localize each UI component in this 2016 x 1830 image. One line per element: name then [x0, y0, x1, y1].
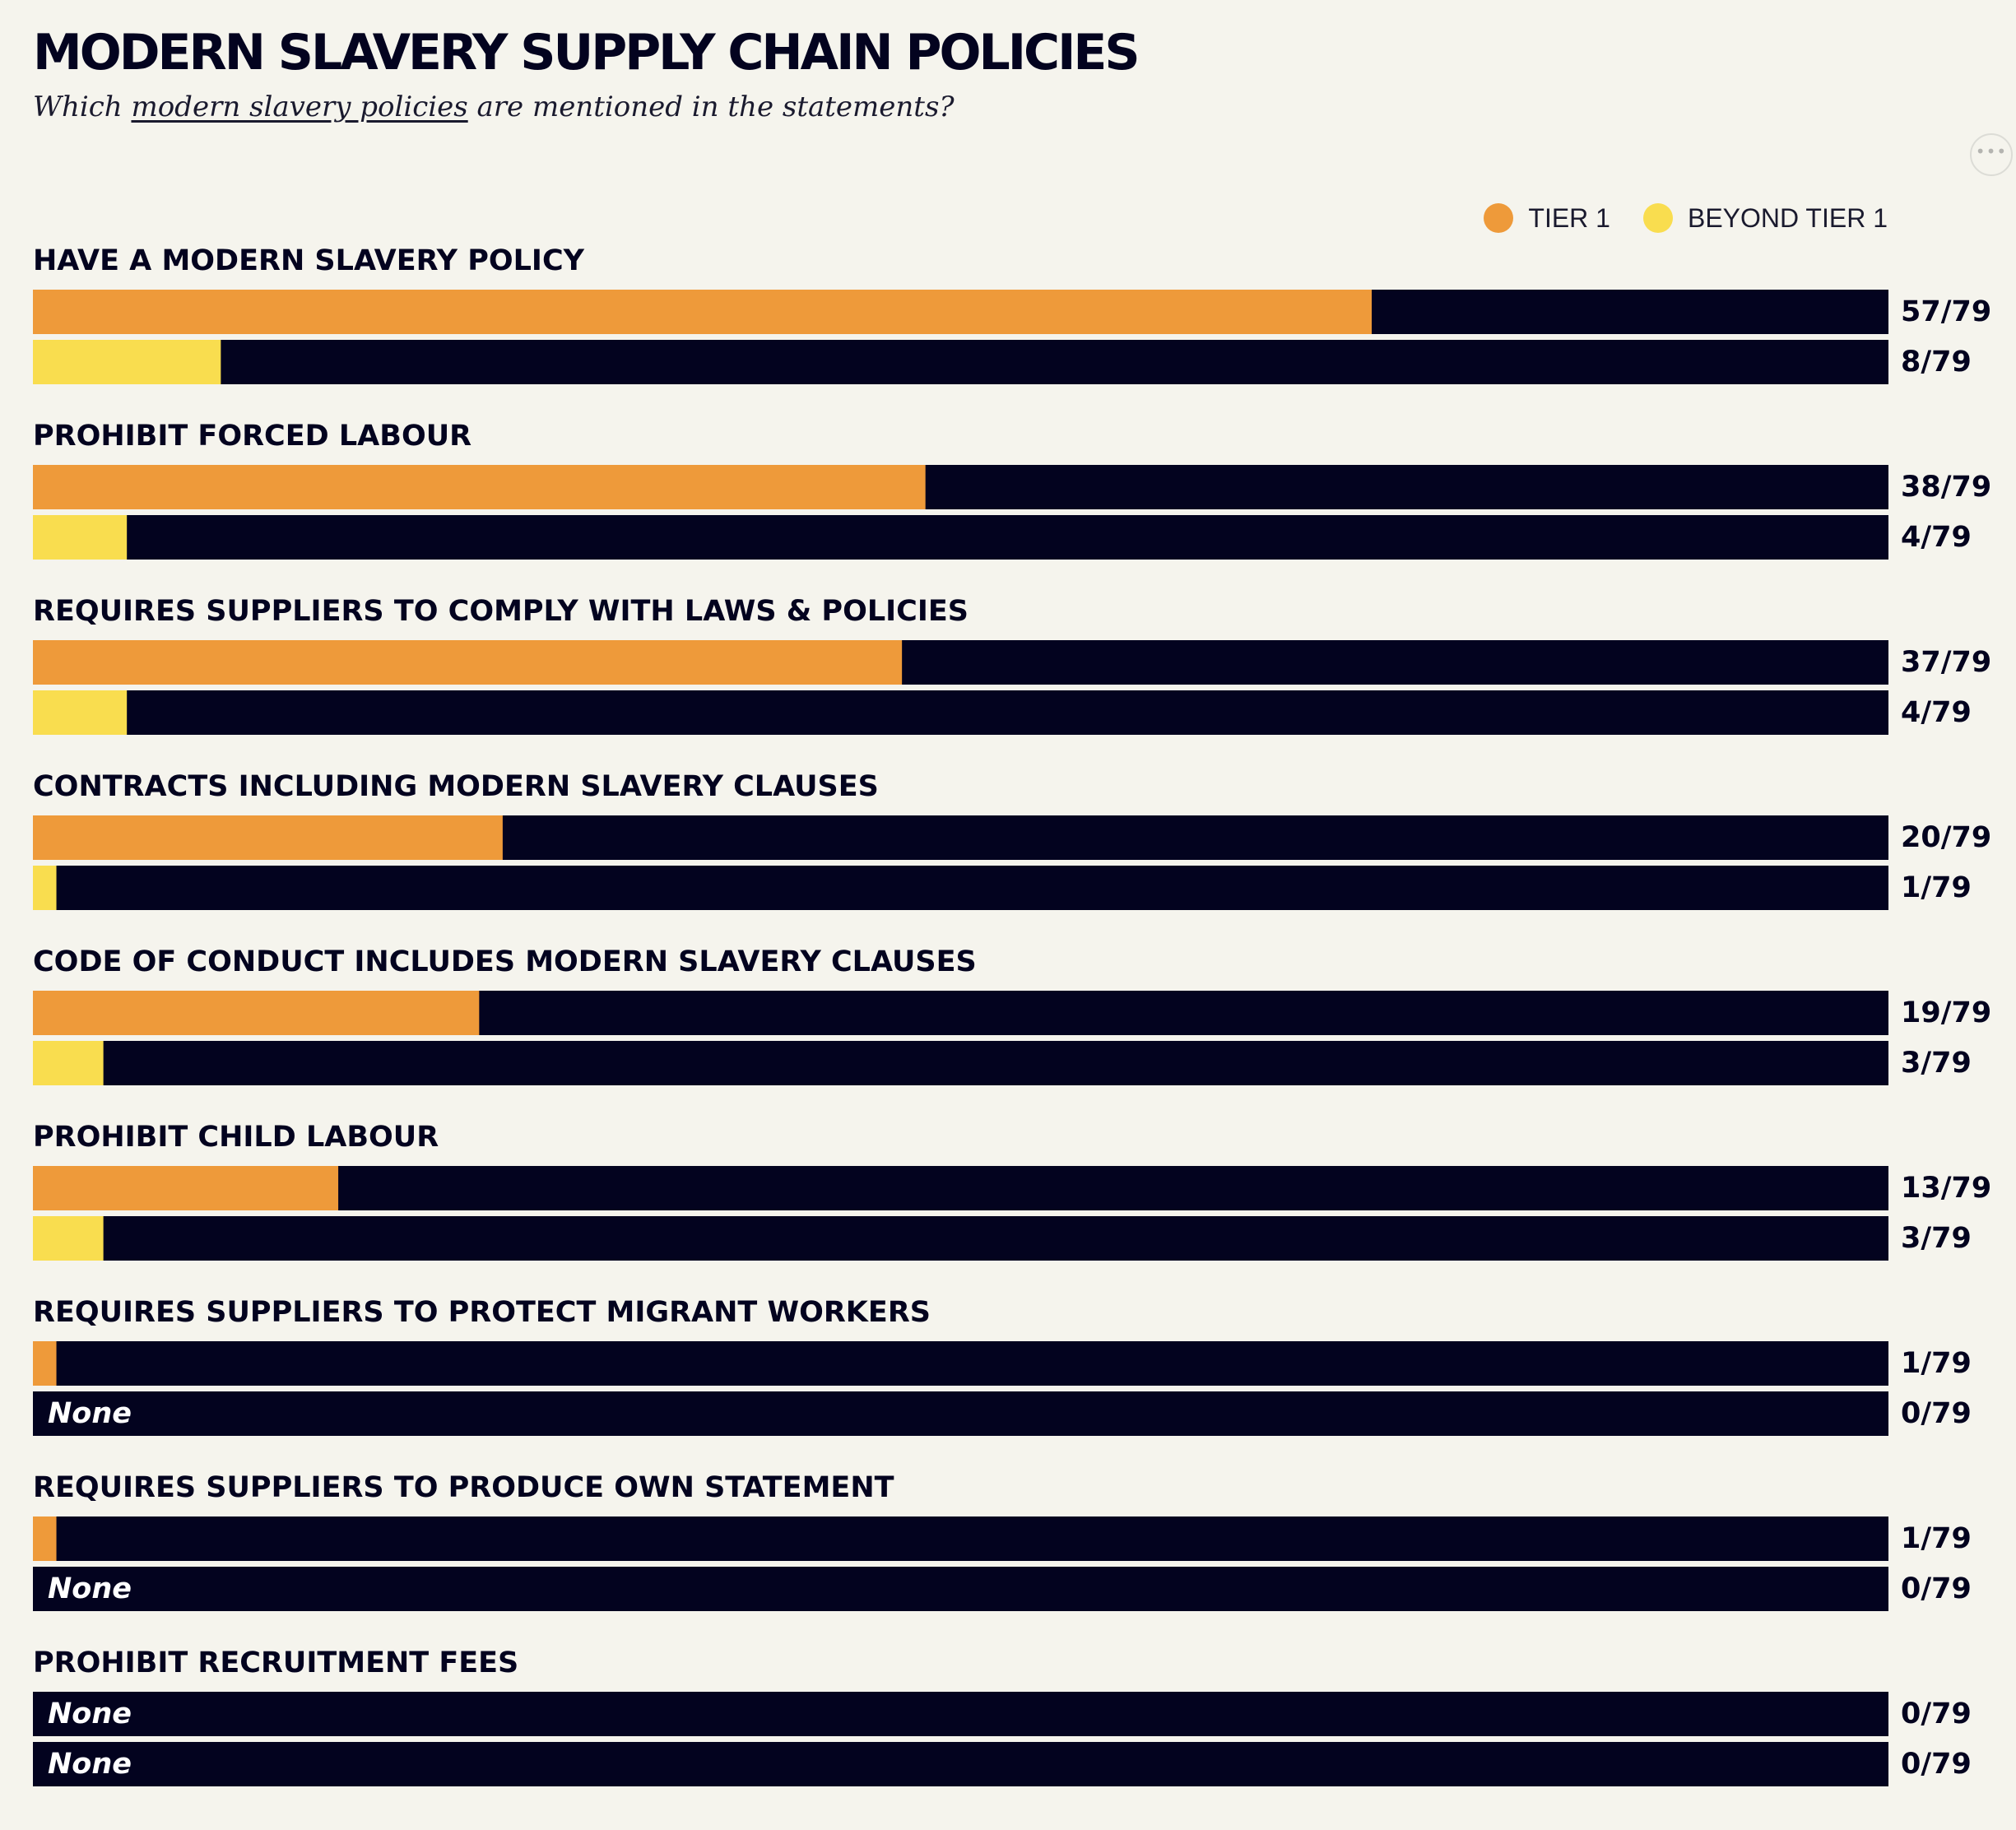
category-label: REQUIRES SUPPLIERS TO COMPLY WITH LAWS &… [33, 595, 969, 628]
legend-label-tier-1: TIER 1 [1528, 202, 1610, 233]
bar-beyond-tier-1 [33, 1216, 104, 1261]
value-label: 3/79 [1901, 1222, 1972, 1255]
legend-swatch-beyond-tier-1 [1642, 203, 1673, 233]
bar-beyond-tier-1 [33, 515, 128, 560]
value-label: 37/79 [1901, 646, 1991, 679]
subtitle-prefix: Which [33, 91, 132, 123]
none-label: None [48, 1397, 132, 1430]
bar-track [33, 690, 1888, 735]
subtitle-suffix: are mentioned in the statements? [467, 91, 955, 123]
bar-track [33, 1341, 1888, 1386]
more-options-button[interactable]: ••• [1970, 133, 2013, 176]
bar-track [33, 515, 1888, 560]
category-label: REQUIRES SUPPLIERS TO PRODUCE OWN STATEM… [33, 1471, 894, 1504]
legend: TIER 1 BEYOND TIER 1 [1451, 197, 1888, 239]
value-label: 8/79 [1901, 346, 1972, 379]
bar-track [33, 1516, 1888, 1561]
legend-swatch-tier-1 [1484, 203, 1514, 233]
value-label: 0/79 [1901, 1572, 1972, 1605]
value-label: 0/79 [1901, 1397, 1972, 1430]
bar-track [33, 1742, 1888, 1786]
bar-tier-1 [33, 465, 926, 509]
more-horizontal-icon: ••• [1975, 142, 2008, 161]
value-label: 13/79 [1901, 1172, 1991, 1205]
bar-track [33, 1567, 1888, 1611]
category-label: PROHIBIT FORCED LABOUR [33, 420, 471, 453]
value-label: 20/79 [1901, 821, 1991, 854]
bar-tier-1 [33, 640, 903, 685]
bar-track [33, 1692, 1888, 1736]
value-label: 4/79 [1901, 696, 1972, 729]
bar-track [33, 1216, 1888, 1261]
legend-item-tier-1: TIER 1 [1484, 203, 1610, 234]
category-label: PROHIBIT CHILD LABOUR [33, 1121, 439, 1154]
value-label: 0/79 [1901, 1748, 1972, 1781]
modern-slavery-policies-link[interactable]: modern slavery policies [131, 91, 468, 123]
category-label: REQUIRES SUPPLIERS TO PROTECT MIGRANT WO… [33, 1296, 931, 1329]
value-label: 3/79 [1901, 1047, 1972, 1080]
bar-beyond-tier-1 [33, 340, 221, 384]
legend-label-beyond-tier-1: BEYOND TIER 1 [1687, 202, 1888, 233]
bar-tier-1 [33, 1166, 339, 1210]
bar-tier-1 [33, 991, 480, 1035]
bar-track [33, 340, 1888, 384]
bar-track [33, 1166, 1888, 1210]
bar-track [33, 866, 1888, 910]
none-label: None [48, 1698, 132, 1730]
value-label: 57/79 [1901, 295, 1991, 328]
category-label: PROHIBIT RECRUITMENT FEES [33, 1647, 518, 1679]
value-label: 38/79 [1901, 471, 1991, 504]
bar-beyond-tier-1 [33, 866, 57, 910]
legend-item-beyond-tier-1: BEYOND TIER 1 [1642, 202, 1888, 234]
bar-tier-1 [33, 1516, 57, 1561]
value-label: 1/79 [1901, 1347, 1972, 1380]
none-label: None [48, 1572, 132, 1605]
value-label: 19/79 [1901, 996, 1991, 1029]
value-label: 0/79 [1901, 1698, 1972, 1730]
bar-track [33, 1391, 1888, 1436]
value-label: 1/79 [1901, 1522, 1972, 1555]
value-label: 4/79 [1901, 521, 1972, 554]
category-label: CODE OF CONDUCT INCLUDES MODERN SLAVERY … [33, 945, 977, 978]
bar-beyond-tier-1 [33, 690, 128, 735]
bar-tier-1 [33, 815, 503, 860]
bar-tier-1 [33, 290, 1373, 334]
bar-track [33, 1041, 1888, 1085]
category-label: CONTRACTS INCLUDING MODERN SLAVERY CLAUS… [33, 770, 879, 803]
chart-subtitle: Which modern slavery policies are mentio… [33, 87, 955, 127]
category-label: HAVE A MODERN SLAVERY POLICY [33, 244, 585, 277]
none-label: None [48, 1748, 132, 1781]
bar-beyond-tier-1 [33, 1041, 104, 1085]
chart-title: MODERN SLAVERY SUPPLY CHAIN POLICIES [33, 24, 1140, 81]
bar-tier-1 [33, 1341, 57, 1386]
value-label: 1/79 [1901, 871, 1972, 904]
